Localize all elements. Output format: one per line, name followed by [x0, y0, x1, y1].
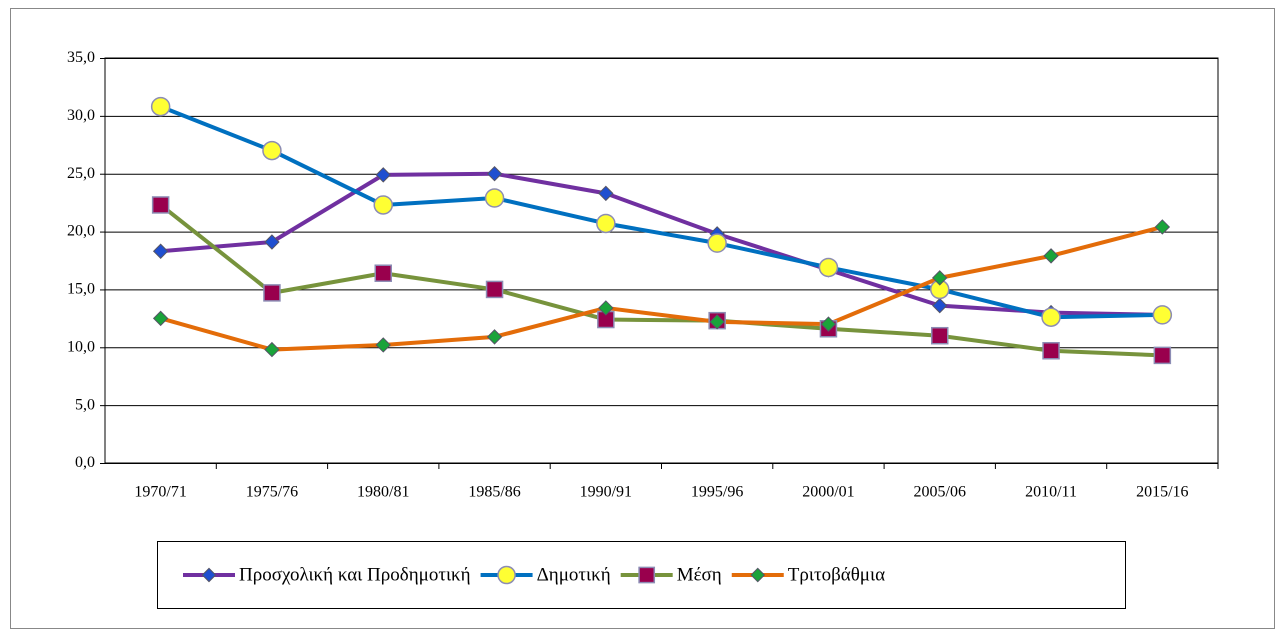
legend-label: Μέση — [677, 564, 722, 585]
marker — [264, 234, 280, 250]
marker — [598, 185, 614, 202]
y-tick-label: 20,0 — [67, 223, 95, 240]
marker — [1043, 248, 1059, 264]
marker — [263, 284, 281, 302]
marker — [486, 166, 503, 182]
x-tick-label: 1985/86 — [468, 484, 520, 501]
x-tick-label: 2005/06 — [914, 484, 966, 501]
y-tick-label: 15,0 — [67, 281, 95, 298]
x-tick-label: 2010/11 — [1025, 484, 1077, 501]
marker — [598, 300, 614, 316]
marker — [931, 326, 949, 345]
marker — [1153, 346, 1172, 365]
x-tick-label: 1970/71 — [134, 484, 186, 501]
x-tick-label: 2000/01 — [802, 484, 854, 501]
legend-label: Δημοτική — [537, 564, 611, 585]
marker — [201, 567, 217, 583]
marker — [709, 314, 725, 330]
marker — [1041, 307, 1061, 327]
x-tick-label: 1995/96 — [691, 484, 743, 501]
x-tick-label: 1975/76 — [246, 484, 298, 501]
y-tick-label: 0,0 — [75, 454, 95, 471]
y-tick-label: 35,0 — [67, 49, 95, 66]
y-tick-label: 25,0 — [67, 165, 95, 182]
marker — [152, 310, 169, 327]
x-tick-label: 2015/16 — [1136, 484, 1188, 501]
marker — [485, 280, 504, 299]
marker — [596, 213, 616, 234]
legend-box — [157, 541, 1126, 609]
marker — [151, 196, 170, 214]
series-line — [159, 203, 1163, 358]
marker — [375, 337, 391, 353]
y-tick-label: 30,0 — [67, 107, 95, 124]
marker — [374, 264, 392, 282]
marker — [484, 188, 505, 208]
y-tick-label: 10,0 — [67, 338, 95, 355]
marker — [818, 257, 839, 278]
legend-label: Τριτοβάθμια — [788, 564, 885, 585]
marker — [152, 243, 169, 259]
marker — [638, 566, 656, 584]
marker — [375, 167, 391, 183]
marker — [486, 329, 503, 345]
marker — [820, 316, 837, 332]
x-tick-label: 1990/91 — [580, 484, 632, 501]
marker — [1154, 219, 1171, 235]
series-line — [160, 171, 1163, 317]
marker — [932, 297, 948, 314]
marker — [497, 565, 516, 585]
marker — [1042, 342, 1060, 360]
marker — [932, 270, 948, 286]
legend-label: Προσχολική και Προδημοτική — [239, 564, 471, 585]
marker — [750, 567, 766, 583]
marker — [373, 195, 393, 215]
chart-frame — [10, 8, 1275, 629]
marker — [150, 96, 171, 117]
marker — [262, 140, 282, 161]
y-tick-label: 5,0 — [75, 396, 95, 413]
series-line — [160, 225, 1163, 352]
x-tick-label: 1980/81 — [357, 484, 409, 501]
marker — [264, 341, 280, 358]
marker — [1152, 305, 1173, 325]
marker — [707, 233, 727, 253]
series-line — [159, 104, 1163, 320]
